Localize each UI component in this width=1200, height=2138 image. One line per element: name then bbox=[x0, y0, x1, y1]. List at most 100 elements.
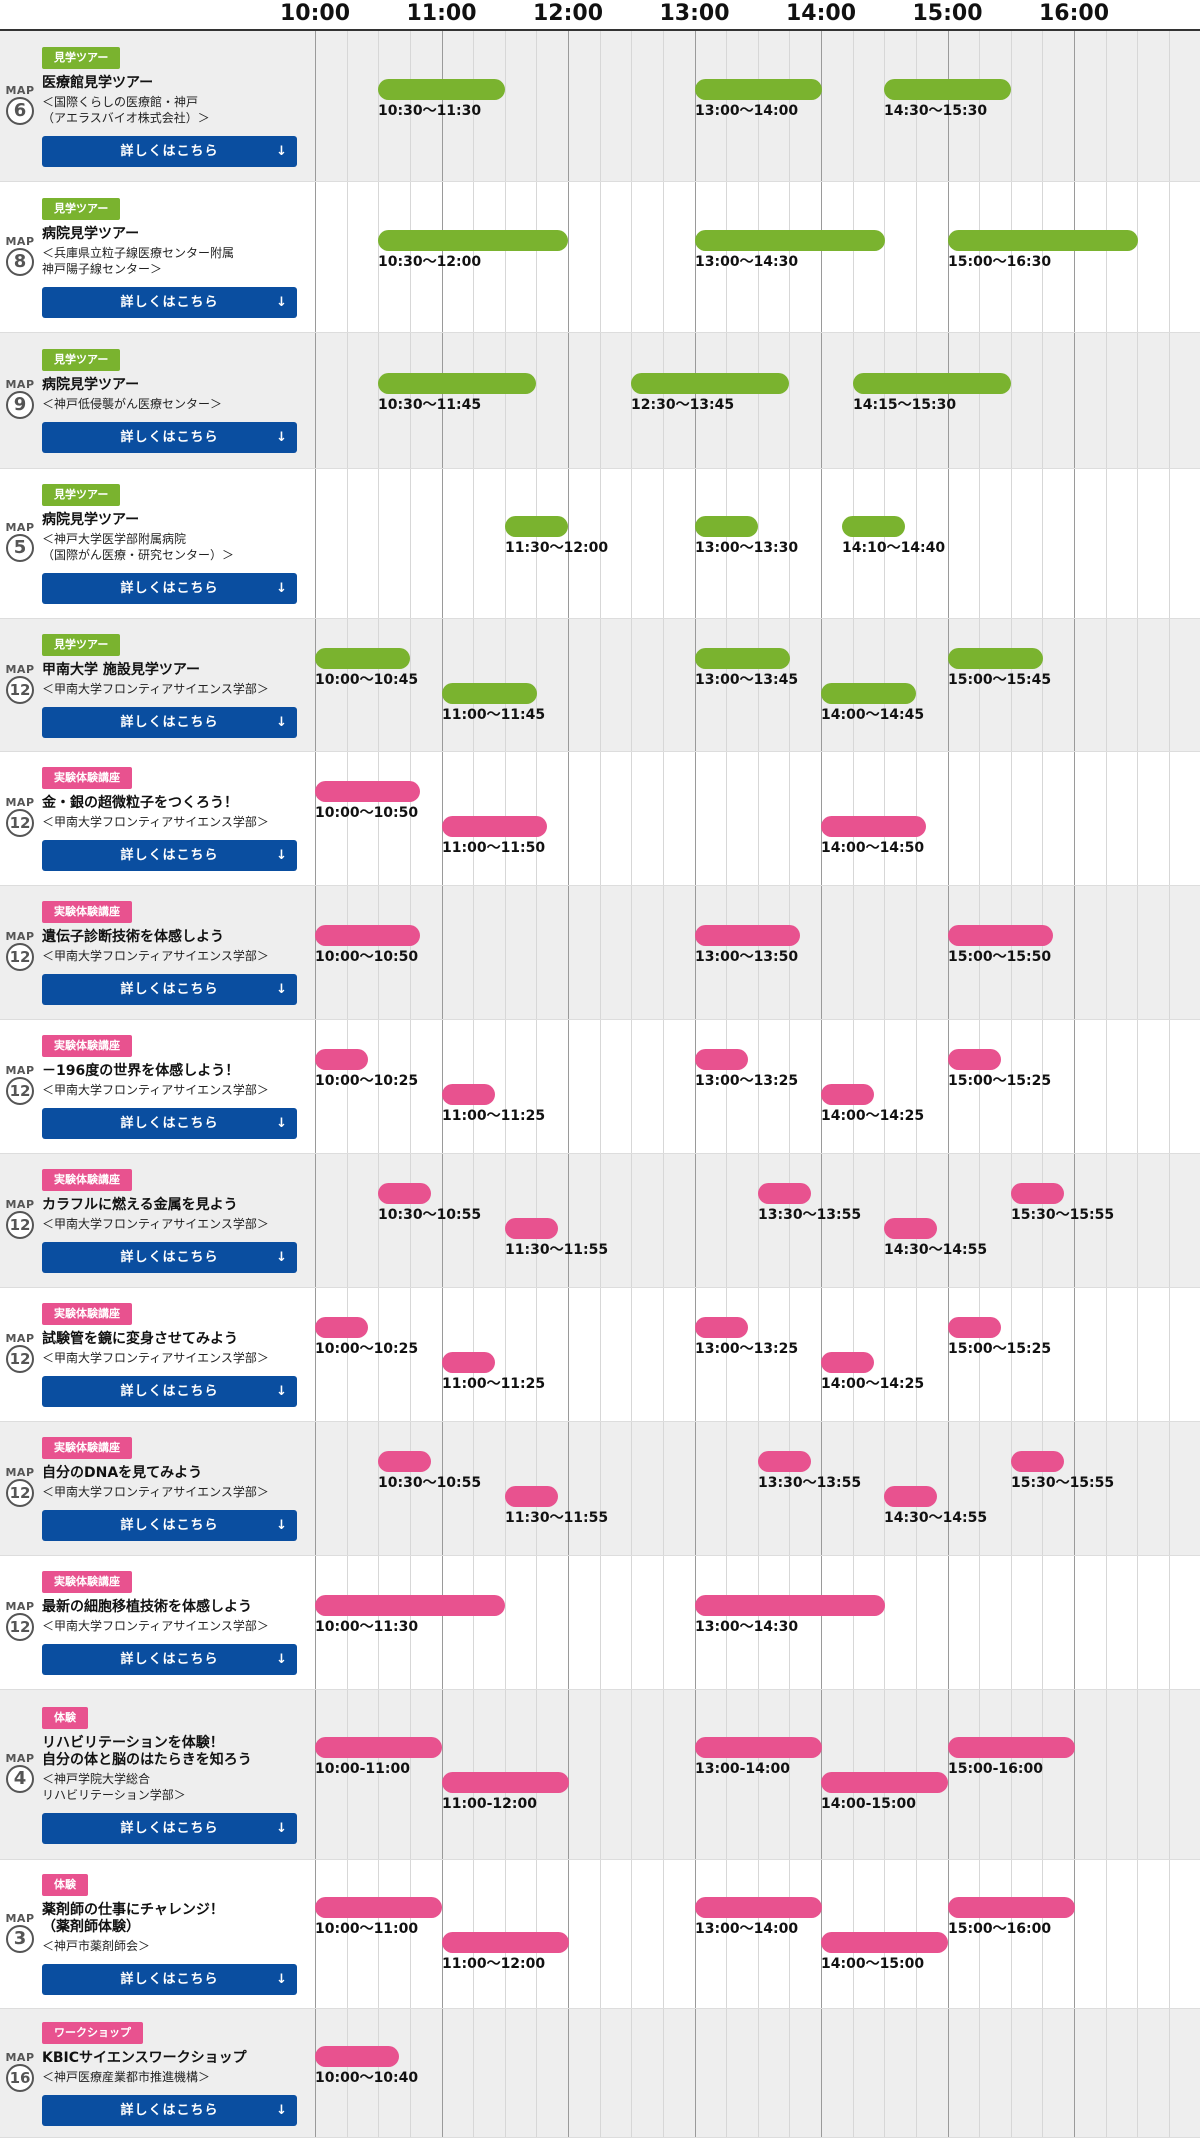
session-bar[interactable] bbox=[948, 1737, 1075, 1758]
session-bar[interactable] bbox=[884, 1486, 937, 1507]
session-bar[interactable] bbox=[884, 1218, 937, 1239]
session-bar[interactable] bbox=[315, 781, 420, 802]
session-bar[interactable] bbox=[695, 648, 790, 669]
session-bar[interactable] bbox=[442, 816, 547, 837]
grid-line bbox=[758, 1690, 759, 1859]
grid-line bbox=[948, 1422, 949, 1555]
grid-line bbox=[347, 1422, 348, 1555]
session-bar[interactable] bbox=[695, 230, 885, 251]
details-button[interactable]: 詳しくはこちら ↓ bbox=[42, 974, 297, 1005]
session-bar[interactable] bbox=[695, 516, 758, 537]
session-bar[interactable] bbox=[378, 373, 536, 394]
session-bar[interactable] bbox=[505, 516, 568, 537]
grid-line bbox=[979, 886, 980, 1019]
session-bar[interactable] bbox=[315, 1317, 368, 1338]
grid-line bbox=[378, 752, 379, 885]
session-bar[interactable] bbox=[695, 1595, 885, 1616]
session-bar[interactable] bbox=[853, 373, 1011, 394]
organizer-name: ＜国際くらしの医療館・神戸 bbox=[42, 95, 199, 109]
details-button[interactable]: 詳しくはこちら ↓ bbox=[42, 1644, 297, 1675]
details-button[interactable]: 詳しくはこちら ↓ bbox=[42, 840, 297, 871]
session-bar[interactable] bbox=[315, 1737, 442, 1758]
session-bar[interactable] bbox=[315, 925, 420, 946]
session-bar[interactable] bbox=[442, 1352, 495, 1373]
details-button[interactable]: 詳しくはこちら ↓ bbox=[42, 422, 297, 453]
map-marker: MAP 12 bbox=[2, 664, 38, 704]
session-bar[interactable] bbox=[821, 1932, 948, 1953]
details-button[interactable]: 詳しくはこちら ↓ bbox=[42, 1964, 297, 1995]
session-bar[interactable] bbox=[821, 1352, 874, 1373]
details-button[interactable]: 詳しくはこちら ↓ bbox=[42, 707, 297, 738]
session-bar[interactable] bbox=[884, 79, 1011, 100]
session-bar[interactable] bbox=[315, 1595, 505, 1616]
grid-line bbox=[442, 752, 443, 885]
grid-line bbox=[568, 333, 569, 468]
details-button[interactable]: 詳しくはこちら ↓ bbox=[42, 1510, 297, 1541]
session-bar[interactable] bbox=[695, 79, 822, 100]
session-bar[interactable] bbox=[948, 1049, 1001, 1070]
session-bar[interactable] bbox=[315, 648, 410, 669]
session-bar[interactable] bbox=[315, 1897, 442, 1918]
details-button[interactable]: 詳しくはこちら ↓ bbox=[42, 573, 297, 604]
session-bar[interactable] bbox=[758, 1451, 811, 1472]
grid-line bbox=[568, 1860, 569, 2008]
session-bar[interactable] bbox=[378, 230, 568, 251]
grid-line bbox=[631, 1422, 632, 1555]
session-bar[interactable] bbox=[695, 1737, 822, 1758]
details-button[interactable]: 詳しくはこちら ↓ bbox=[42, 287, 297, 318]
map-label: MAP bbox=[5, 663, 35, 676]
session-bar[interactable] bbox=[948, 648, 1043, 669]
session-bar[interactable] bbox=[315, 2046, 399, 2067]
grid-line bbox=[663, 2009, 664, 2137]
details-button[interactable]: 詳しくはこちら ↓ bbox=[42, 136, 297, 167]
map-number: 6 bbox=[6, 97, 34, 125]
session-bar[interactable] bbox=[378, 79, 505, 100]
details-button[interactable]: 詳しくはこちら ↓ bbox=[42, 2095, 297, 2126]
session-bar[interactable] bbox=[378, 1451, 431, 1472]
grid-line bbox=[378, 333, 379, 468]
session-bar[interactable] bbox=[821, 816, 926, 837]
grid-line bbox=[853, 1154, 854, 1287]
organizer-name: ＜甲南大学フロンティアサイエンス学部＞ bbox=[42, 682, 269, 696]
session-bar[interactable] bbox=[631, 373, 789, 394]
details-button[interactable]: 詳しくはこちら ↓ bbox=[42, 1376, 297, 1407]
session-bar[interactable] bbox=[842, 516, 905, 537]
session-bar[interactable] bbox=[315, 1049, 368, 1070]
session-bar[interactable] bbox=[378, 1183, 431, 1204]
session-bar[interactable] bbox=[1011, 1183, 1064, 1204]
map-label: MAP bbox=[5, 1600, 35, 1613]
session-bar[interactable] bbox=[442, 1932, 569, 1953]
grid-line bbox=[600, 1422, 601, 1555]
grid-line bbox=[315, 1556, 316, 1689]
session-bar[interactable] bbox=[695, 1897, 822, 1918]
details-button[interactable]: 詳しくはこちら ↓ bbox=[42, 1108, 297, 1139]
session-bar[interactable] bbox=[821, 683, 916, 704]
session-time: 15:00〜15:45 bbox=[948, 672, 1052, 688]
program-info: ワークショップ KBICサイエンスワークショップ ＜神戸医療産業都市推進機構＞ 詳しく… bbox=[0, 2009, 315, 2137]
grid-line bbox=[1074, 333, 1075, 468]
session-bar[interactable] bbox=[948, 925, 1053, 946]
session-bar[interactable] bbox=[442, 1084, 495, 1105]
session-bar[interactable] bbox=[442, 683, 537, 704]
session-bar[interactable] bbox=[695, 925, 800, 946]
session-bar[interactable] bbox=[821, 1772, 948, 1793]
session-bar[interactable] bbox=[695, 1317, 748, 1338]
arrow-down-icon: ↓ bbox=[276, 982, 287, 997]
timeline-header: 10:00 11:00 12:00 13:00 14:00 15:00 16:00 bbox=[0, 0, 1200, 31]
session-bar[interactable] bbox=[948, 1317, 1001, 1338]
details-button[interactable]: 詳しくはこちら ↓ bbox=[42, 1242, 297, 1273]
session-bar[interactable] bbox=[695, 1049, 748, 1070]
grid-line bbox=[473, 31, 474, 181]
grid-line bbox=[631, 1860, 632, 2008]
session-bar[interactable] bbox=[948, 1897, 1075, 1918]
session-bar[interactable] bbox=[442, 1772, 569, 1793]
details-button[interactable]: 詳しくはこちら ↓ bbox=[42, 1813, 297, 1844]
session-bar[interactable] bbox=[821, 1084, 874, 1105]
session-time: 11:00-12:00 bbox=[442, 1796, 537, 1812]
session-bar[interactable] bbox=[1011, 1451, 1064, 1472]
session-bar[interactable] bbox=[505, 1218, 558, 1239]
session-bar[interactable] bbox=[505, 1486, 558, 1507]
organizer-name: ＜甲南大学フロンティアサイエンス学部＞ bbox=[42, 1485, 269, 1499]
session-bar[interactable] bbox=[758, 1183, 811, 1204]
session-bar[interactable] bbox=[948, 230, 1138, 251]
